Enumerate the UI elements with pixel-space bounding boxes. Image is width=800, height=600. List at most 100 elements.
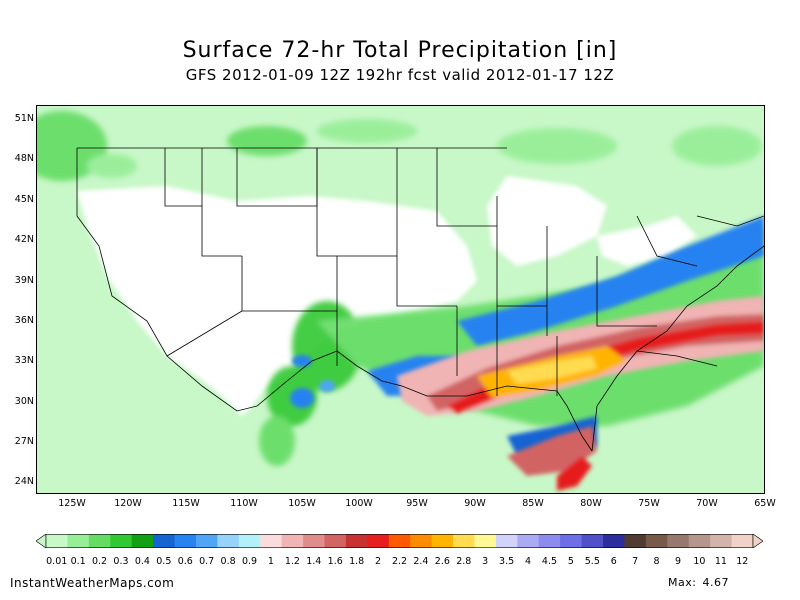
colorbar-swatch xyxy=(731,534,754,548)
colorbar-label: 0.8 xyxy=(220,556,236,567)
colorbar-label: 0.2 xyxy=(91,556,108,567)
lat-label: 51N xyxy=(14,113,34,124)
colorbar-label: 12 xyxy=(736,556,749,567)
map-subtitle: GFS 2012-01-09 12Z 192hr fcst valid 2012… xyxy=(185,66,615,84)
colorbar-swatch xyxy=(688,534,711,548)
colorbar-swatch xyxy=(474,534,497,548)
max-value: 4.67 xyxy=(702,576,729,589)
colorbar-swatch xyxy=(67,534,90,548)
colorbar-label: 0.9 xyxy=(241,556,258,567)
colorbar-label: 1.8 xyxy=(349,556,365,567)
lon-label: 70W xyxy=(696,498,718,509)
colorbar-label: 2.8 xyxy=(456,556,472,567)
lat-label: 33N xyxy=(14,355,34,366)
lon-label: 75W xyxy=(638,498,660,509)
colorbar-right-arrow xyxy=(752,534,763,548)
lat-label: 24N xyxy=(14,476,34,487)
colorbar-swatch xyxy=(453,534,475,548)
colorbar-swatch xyxy=(131,534,154,548)
precip-colorbar xyxy=(36,534,763,548)
map-title: Surface 72-hr Total Precipitation [in] xyxy=(182,38,618,63)
lon-label: 125W xyxy=(58,498,86,509)
lon-label: 80W xyxy=(580,498,602,509)
colorbar-label: 0.1 xyxy=(70,556,86,567)
colorbar-swatch xyxy=(581,534,604,548)
colorbar-label: 4 xyxy=(525,556,532,567)
max-label: Max: xyxy=(668,576,697,589)
colorbar-swatch xyxy=(603,534,625,548)
colorbar-label: 7 xyxy=(632,556,639,567)
precipitation-map xyxy=(36,105,765,494)
colorbar-label: 2.4 xyxy=(413,556,429,567)
colorbar-label: 1.6 xyxy=(327,556,343,567)
colorbar-swatch xyxy=(238,534,261,548)
colorbar-left-arrow xyxy=(36,534,47,548)
colorbar-label: 0.6 xyxy=(177,556,193,567)
colorbar-label: 2.2 xyxy=(391,556,408,567)
lon-label: 95W xyxy=(406,498,428,509)
colorbar-swatch xyxy=(367,534,390,548)
colorbar-label: 11 xyxy=(714,556,727,567)
colorbar-label: 8 xyxy=(653,556,660,567)
colorbar-swatch xyxy=(46,534,68,548)
lon-label: 100W xyxy=(345,498,373,509)
colorbar-swatch xyxy=(324,534,347,548)
colorbar-label: 1 xyxy=(267,556,274,567)
lat-label: 42N xyxy=(14,234,34,245)
colorbar-label: 10 xyxy=(693,556,706,567)
colorbar-label: 9 xyxy=(674,556,682,567)
colorbar-label: 0.5 xyxy=(156,556,172,567)
colorbar-label: 4.5 xyxy=(541,556,558,567)
colorbar-swatch xyxy=(174,534,197,548)
colorbar-swatch xyxy=(560,534,583,548)
colorbar-swatch xyxy=(538,534,561,548)
lon-label: 90W xyxy=(464,498,486,509)
colorbar-label: 1.4 xyxy=(306,556,322,567)
lon-label: 115W xyxy=(172,498,200,509)
colorbar-swatch xyxy=(495,534,518,548)
site-credit: InstantWeatherMaps.com xyxy=(10,576,175,590)
colorbar-label: 0.4 xyxy=(134,556,150,567)
lon-label: 105W xyxy=(288,498,316,509)
colorbar-label: 0.3 xyxy=(113,556,129,567)
lat-label: 30N xyxy=(14,396,34,407)
colorbar-swatch xyxy=(281,534,304,548)
colorbar-label: 5 xyxy=(567,556,574,567)
colorbar-label: 5.5 xyxy=(584,556,600,567)
colorbar-swatch xyxy=(110,534,133,548)
colorbar-label: 0.01 xyxy=(46,556,68,567)
max-value-readout: Max: 4.67 xyxy=(668,576,729,589)
colorbar-swatch xyxy=(345,534,368,548)
colorbar-swatch xyxy=(153,534,176,548)
colorbar-swatch xyxy=(710,534,733,548)
colorbar-swatch xyxy=(645,534,668,548)
colorbar-swatch xyxy=(195,534,218,548)
lat-label: 48N xyxy=(14,153,34,164)
colorbar-label: 6 xyxy=(610,556,617,567)
map-canvas xyxy=(37,106,764,493)
colorbar-swatch xyxy=(431,534,454,548)
colorbar-swatch xyxy=(517,534,540,548)
colorbar-swatch xyxy=(388,534,411,548)
colorbar-label: 2.6 xyxy=(434,556,450,567)
lon-label: 65W xyxy=(754,498,776,509)
colorbar-swatch xyxy=(303,534,326,548)
colorbar-swatch xyxy=(88,534,111,548)
colorbar-swatch xyxy=(624,534,647,548)
colorbar-swatch xyxy=(260,534,283,548)
boundary-lines xyxy=(76,147,764,452)
colorbar-swatch xyxy=(410,534,433,548)
lat-label: 36N xyxy=(14,315,34,326)
lon-label: 85W xyxy=(522,498,544,509)
colorbar-label: 0.7 xyxy=(199,556,215,567)
heavy-precip-band xyxy=(397,296,764,491)
colorbar-swatch xyxy=(667,534,690,548)
colorbar-label: 3 xyxy=(482,556,489,567)
colorbar-label: 3.5 xyxy=(499,556,515,567)
lat-label: 45N xyxy=(14,194,34,205)
colorbar-label: 2 xyxy=(375,556,382,567)
colorbar-label: 1.2 xyxy=(284,556,300,567)
dry-areas xyxy=(77,176,697,416)
colorbar-swatch xyxy=(217,534,240,548)
lat-label: 39N xyxy=(14,275,34,286)
